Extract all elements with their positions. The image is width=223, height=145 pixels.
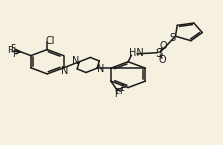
- Text: HN: HN: [128, 48, 143, 58]
- Text: F: F: [7, 46, 12, 55]
- Text: F: F: [114, 90, 119, 99]
- Text: N: N: [72, 56, 79, 66]
- Text: S: S: [155, 47, 163, 60]
- Text: F: F: [10, 44, 15, 53]
- Text: Cl: Cl: [45, 36, 55, 46]
- Text: O: O: [160, 41, 167, 51]
- Text: F: F: [12, 50, 17, 59]
- Text: F: F: [119, 87, 124, 96]
- Text: S: S: [170, 33, 176, 43]
- Text: F: F: [120, 84, 126, 93]
- Text: O: O: [159, 55, 166, 65]
- Text: N: N: [97, 64, 105, 74]
- Text: N: N: [61, 66, 68, 76]
